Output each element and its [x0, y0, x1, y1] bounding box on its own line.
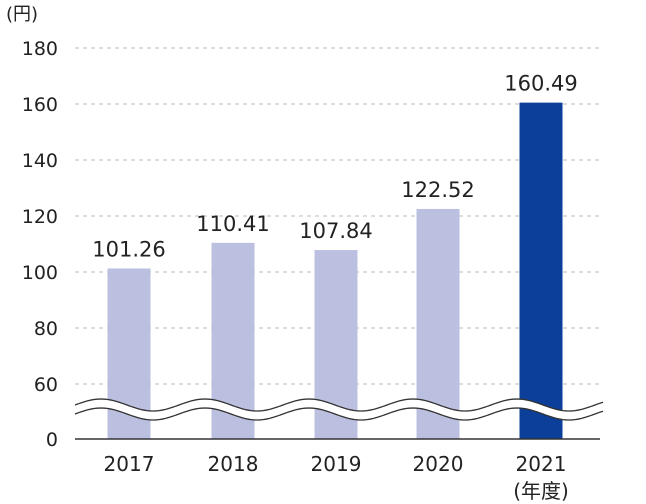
y-tick-label: 60	[34, 374, 58, 396]
axis-break-line	[74, 407, 604, 421]
y-tick-labels: 0 60 80 100 120 140 160 180	[22, 38, 58, 451]
x-tick-label: 2017	[104, 452, 155, 476]
y-tick-label: 100	[22, 262, 58, 284]
x-tick-label: 2019	[311, 452, 362, 476]
y-tick-label: 140	[22, 150, 58, 172]
axis-break-line	[74, 398, 604, 412]
axis-break-band	[75, 399, 603, 420]
y-unit-label: (円)	[6, 4, 38, 25]
value-labels: 101.26 110.41 107.84 122.52 160.49	[92, 72, 577, 262]
value-label-2019: 107.84	[299, 219, 372, 243]
x-tick-label: 2021	[516, 452, 567, 476]
bars	[107, 102, 563, 440]
x-tick-labels: 2017 2018 2019 2020 2021	[104, 452, 567, 476]
value-label-2021: 160.49	[504, 72, 577, 96]
bar-2021	[519, 102, 563, 440]
value-label-2018: 110.41	[196, 212, 269, 236]
y-tick-label: 120	[22, 206, 58, 228]
x-tick-label: 2018	[208, 452, 259, 476]
y-tick-label: 180	[22, 38, 58, 60]
value-label-2017: 101.26	[92, 237, 165, 261]
x-tick-label: 2020	[413, 452, 464, 476]
axis-break	[74, 398, 604, 421]
y-tick-label: 160	[22, 94, 58, 116]
value-label-2020: 122.52	[401, 178, 474, 202]
x-unit-label: (年度)	[513, 479, 569, 503]
y-tick-label: 0	[46, 429, 58, 451]
y-tick-label: 80	[34, 318, 58, 340]
